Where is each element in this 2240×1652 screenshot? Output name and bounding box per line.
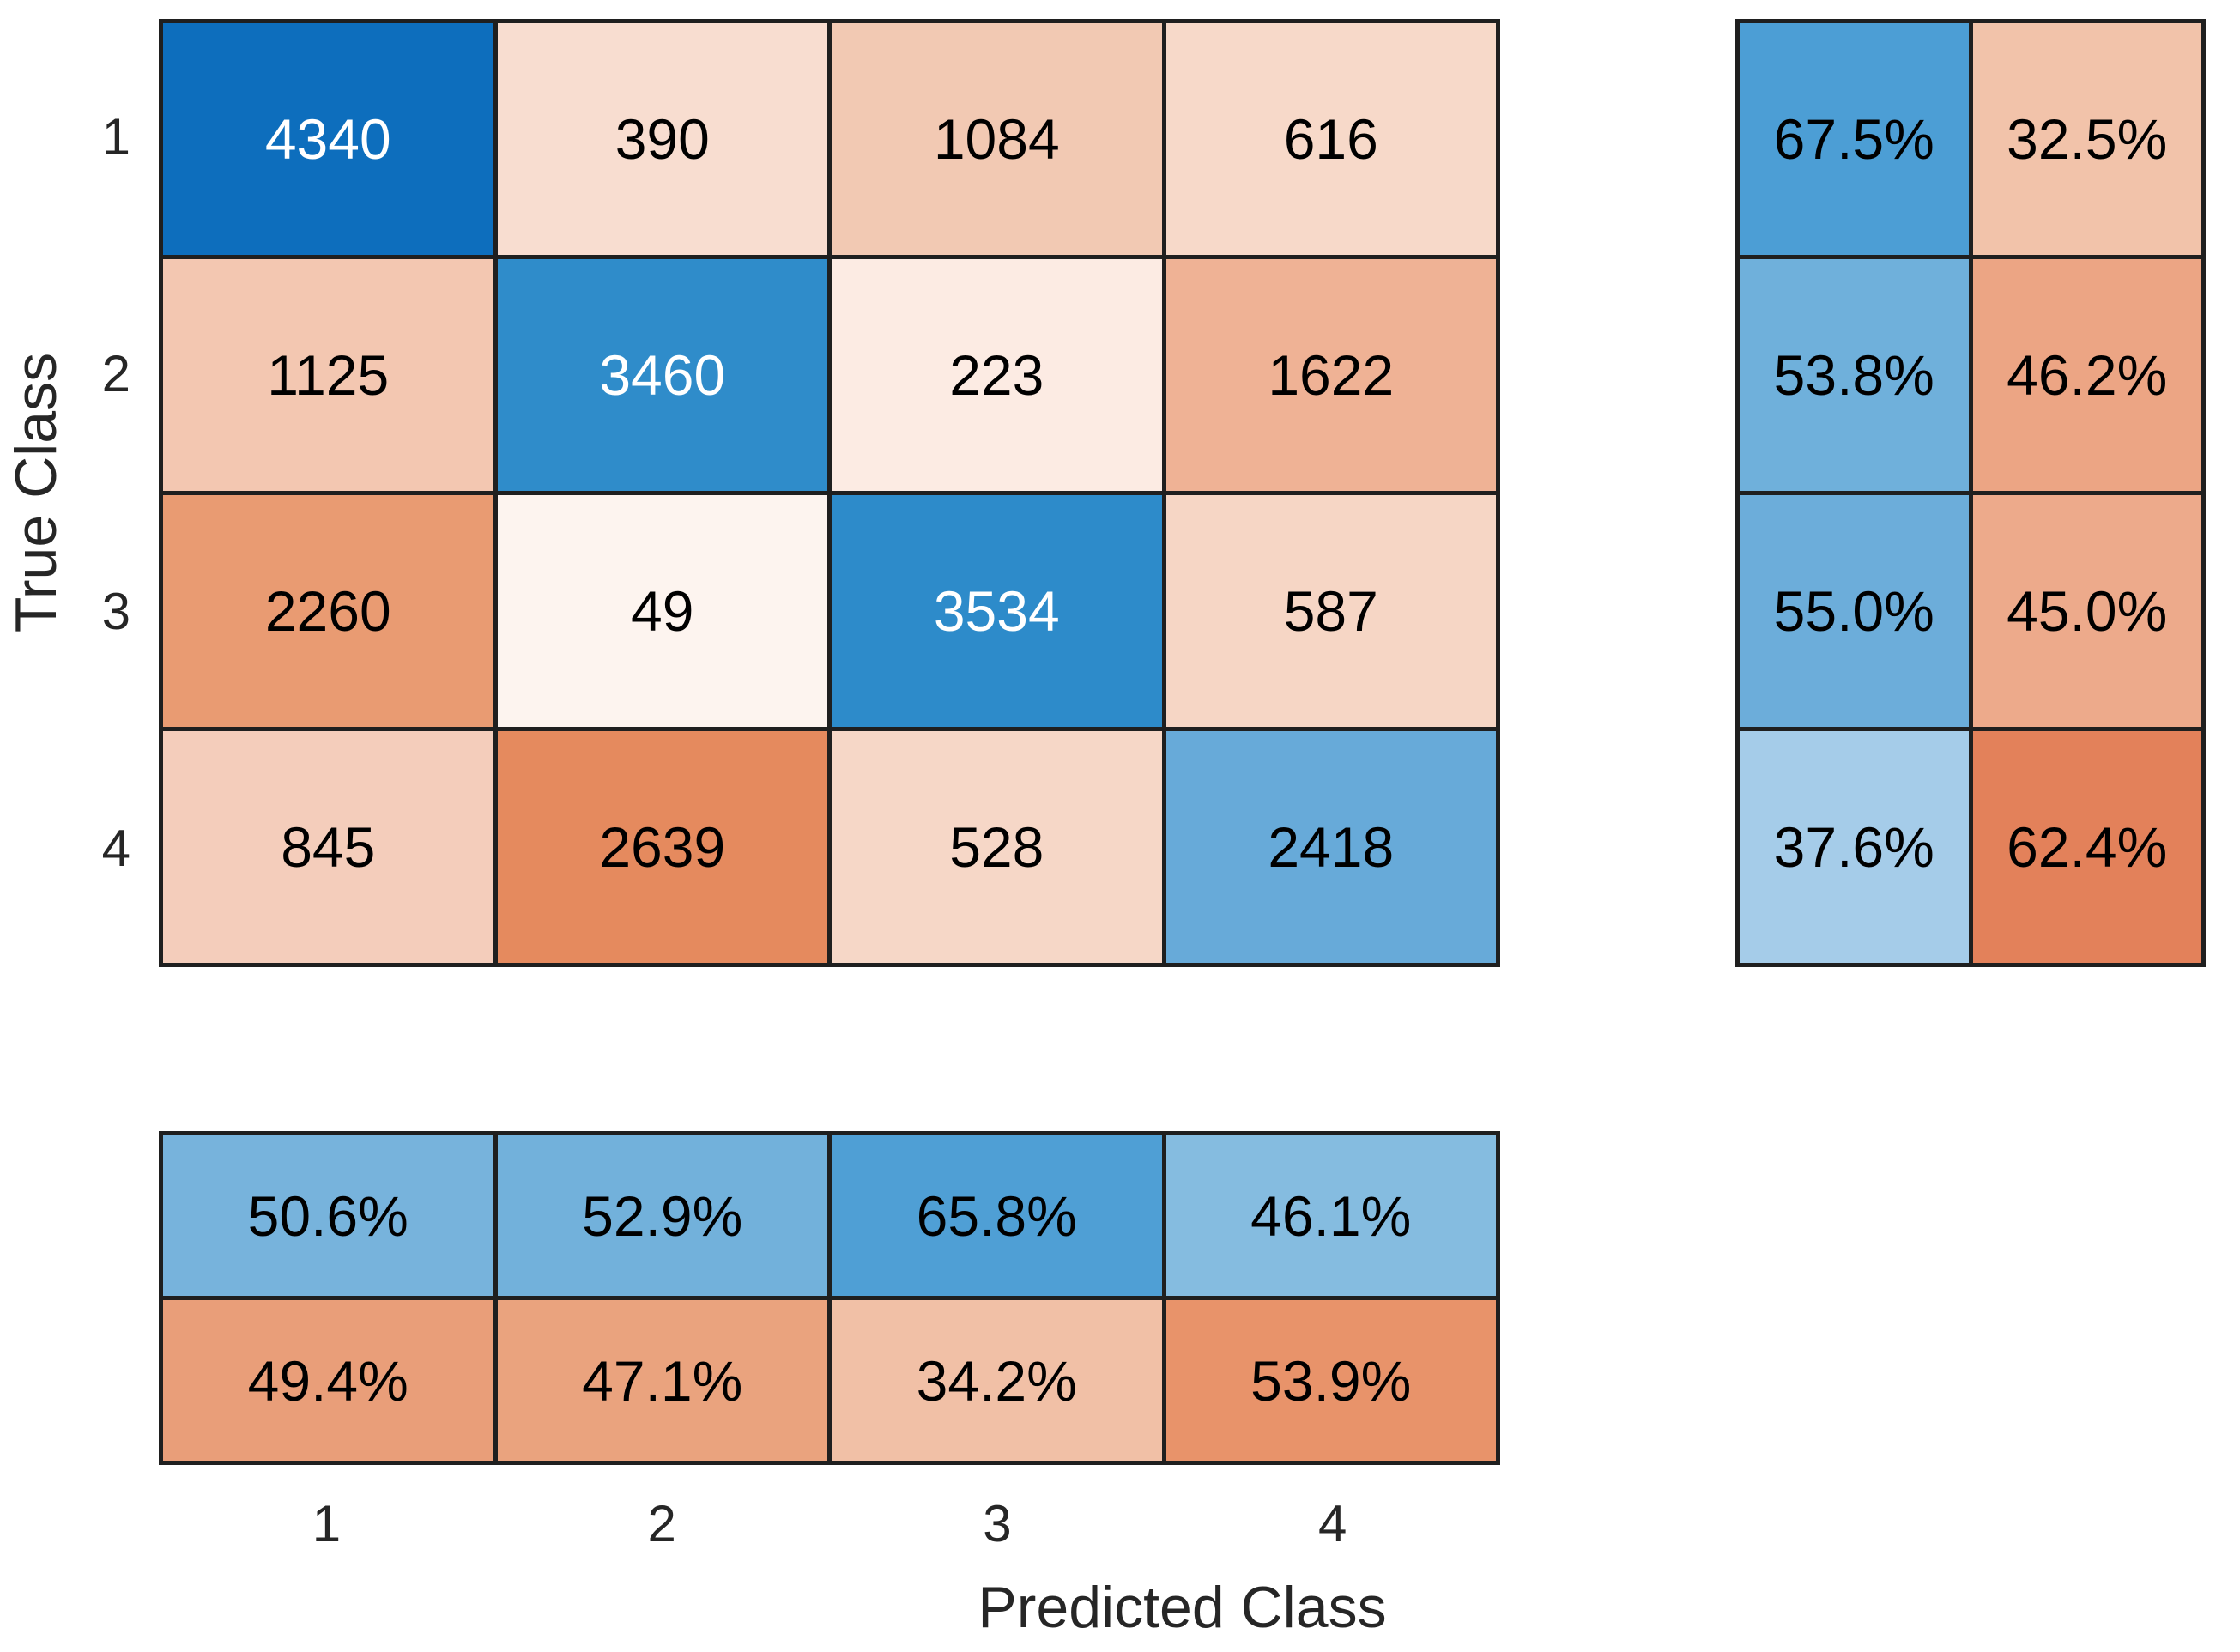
matrix-cell-r1c4: 616 bbox=[1165, 23, 1496, 255]
matrix-cell-r3c3: 3534 bbox=[832, 495, 1162, 727]
x-axis-tick-labels: 1 2 3 4 bbox=[159, 1473, 1500, 1576]
column-summary-cell-r1c4: 46.1% bbox=[1165, 1135, 1496, 1296]
y-axis-title: True Class bbox=[3, 352, 69, 633]
y-tick-label-2: 2 bbox=[101, 345, 130, 403]
row-summary-cell-r3c1: 55.0% bbox=[1740, 495, 1969, 727]
row-summary-grid: 67.5% 32.5% 53.8% 46.2% 55.0% 45.0% 37.6% 62.4% bbox=[1735, 19, 2206, 967]
y-tick-label-4: 4 bbox=[101, 819, 130, 877]
matrix-cell-r2c2: 3460 bbox=[497, 259, 827, 491]
row-summary-cell-r2c1: 53.8% bbox=[1740, 259, 1969, 491]
matrix-cell-r2c3: 223 bbox=[832, 259, 1162, 491]
column-summary-cell-r1c3: 65.8% bbox=[832, 1135, 1162, 1296]
y-tick-label-3: 3 bbox=[101, 582, 130, 640]
x-tick-label-1: 1 bbox=[312, 1495, 342, 1552]
matrix-cell-r3c1: 2260 bbox=[163, 495, 493, 727]
matrix-cell-r4c1: 845 bbox=[163, 731, 493, 963]
matrix-cell-r1c3: 1084 bbox=[832, 23, 1162, 255]
x-tick-label-2: 2 bbox=[647, 1495, 676, 1552]
matrix-cell-r1c1: 4340 bbox=[163, 23, 493, 255]
column-summary-cell-r2c4: 53.9% bbox=[1165, 1300, 1496, 1461]
matrix-cell-r2c1: 1125 bbox=[163, 259, 493, 491]
matrix-cell-r4c2: 2639 bbox=[497, 731, 827, 963]
row-summary-cell-r1c2: 32.5% bbox=[1972, 23, 2201, 255]
confusion-matrix-grid: 4340 390 1084 616 1125 3460 223 1622 2260 49 3534 5… bbox=[159, 19, 1500, 967]
matrix-cell-r4c3: 528 bbox=[832, 731, 1162, 963]
matrix-cell-r3c2: 49 bbox=[497, 495, 827, 727]
column-summary-cell-r2c3: 34.2% bbox=[832, 1300, 1162, 1461]
column-summary-grid: 50.6% 52.9% 65.8% 46.1% 49.4% 47.1% 34.2% 53.9% bbox=[159, 1131, 1500, 1465]
row-summary-cell-r3c2: 45.0% bbox=[1972, 495, 2201, 727]
matrix-cell-r4c4: 2418 bbox=[1165, 731, 1496, 963]
x-tick-label-4: 4 bbox=[1317, 1495, 1347, 1552]
column-summary-cell-r2c2: 47.1% bbox=[497, 1300, 827, 1461]
row-summary-cell-r4c1: 37.6% bbox=[1740, 731, 1969, 963]
x-tick-label-3: 3 bbox=[983, 1495, 1012, 1552]
row-summary-cell-r1c1: 67.5% bbox=[1740, 23, 1969, 255]
column-summary-cell-r1c1: 50.6% bbox=[163, 1135, 493, 1296]
row-summary-cell-r4c2: 62.4% bbox=[1972, 731, 2201, 963]
row-summary-cell-r2c2: 46.2% bbox=[1972, 259, 2201, 491]
column-summary-cell-r2c1: 49.4% bbox=[163, 1300, 493, 1461]
y-axis-tick-labels: 1 2 3 4 bbox=[0, 19, 130, 967]
column-summary-cell-r1c2: 52.9% bbox=[497, 1135, 827, 1296]
matrix-cell-r3c4: 587 bbox=[1165, 495, 1496, 727]
matrix-cell-r1c2: 390 bbox=[497, 23, 827, 255]
x-axis-title: Predicted Class bbox=[978, 1575, 1387, 1640]
matrix-cell-r2c4: 1622 bbox=[1165, 259, 1496, 491]
y-tick-label-1: 1 bbox=[101, 108, 130, 166]
